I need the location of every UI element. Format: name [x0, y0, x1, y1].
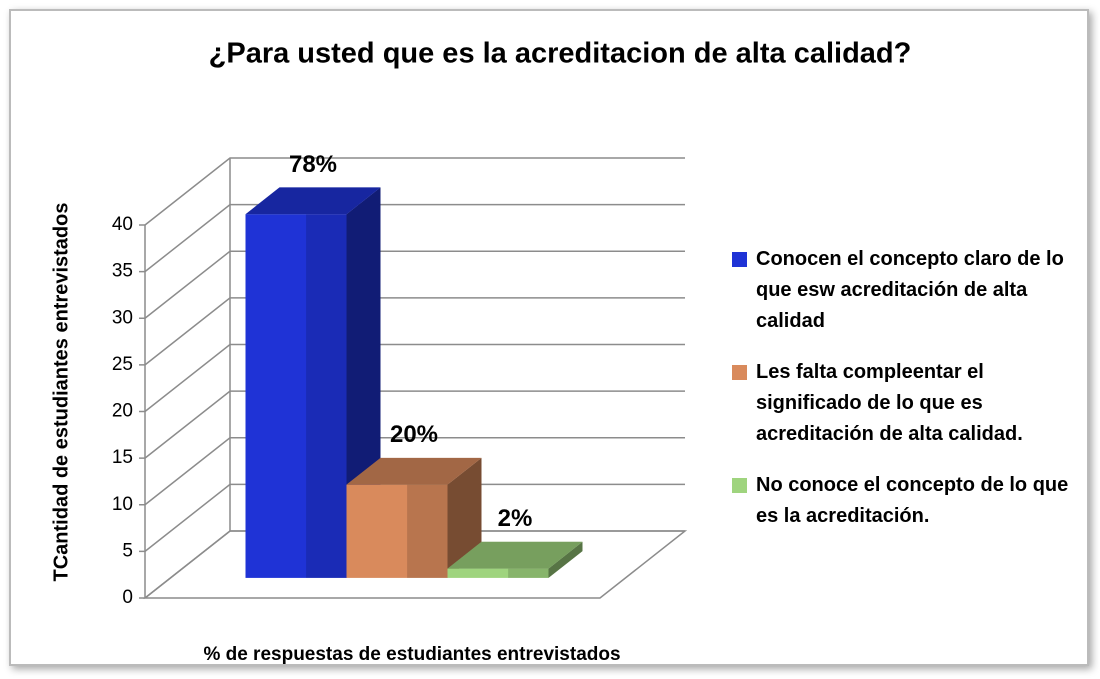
grid-line	[144, 390, 685, 459]
grid-line	[144, 437, 685, 506]
bar	[447, 568, 549, 578]
legend-item: No conoce el concepto de lo que es la ac…	[732, 470, 1082, 532]
grid-line	[144, 297, 685, 366]
data-label: 2%	[498, 505, 533, 532]
bar-side	[548, 541, 583, 578]
legend-label: Les falta compleentar el significado de …	[756, 361, 1023, 445]
legend-swatch	[732, 252, 747, 267]
y-tick-label: 25	[112, 354, 133, 375]
grid-line	[144, 483, 685, 552]
chart-title: ¿Para usted que es la acreditacion de al…	[209, 38, 912, 70]
bar-shine	[407, 484, 448, 578]
y-tick-label: 20	[112, 401, 133, 422]
bar-side-shade	[548, 541, 583, 578]
legend: Conocen el concepto claro de lo que esw …	[732, 244, 1082, 552]
data-label: 20%	[390, 421, 438, 448]
legend-label: Conocen el concepto claro de lo que esw …	[756, 248, 1064, 332]
bar-shine	[306, 214, 347, 578]
grid-line	[144, 530, 685, 599]
grid-line	[144, 343, 685, 413]
bar-top	[245, 187, 381, 215]
legend-swatch	[732, 365, 747, 380]
y-tick-label: 0	[122, 587, 133, 608]
y-tick-label: 35	[112, 261, 133, 282]
bar-side-shade	[447, 457, 482, 578]
bar-top	[346, 457, 482, 485]
y-tick-label: 10	[112, 494, 133, 515]
y-tick-label: 40	[112, 214, 133, 235]
y-axis-label: TCantidad de estudiantes entrevistados	[50, 203, 72, 582]
data-label: 78%	[289, 151, 337, 178]
grid-line	[144, 203, 685, 273]
bar	[346, 484, 448, 578]
y-tick-label: 15	[112, 447, 133, 468]
bar-top-shade	[245, 187, 381, 215]
legend-item: Les falta compleentar el significado de …	[732, 357, 1082, 450]
bar	[245, 214, 347, 578]
bar-top-shade	[346, 457, 482, 485]
bar-side	[447, 457, 482, 578]
y-tick-label: 5	[122, 540, 133, 561]
legend-label: No conoce el concepto de lo que es la ac…	[756, 474, 1069, 527]
y-tick-label: 30	[112, 307, 133, 328]
x-axis-label: % de respuestas de estudiantes entrevist…	[203, 644, 620, 665]
bar-top-shade	[447, 541, 583, 569]
grid-line	[144, 157, 685, 226]
bar-shine	[508, 568, 549, 578]
bar-top	[447, 541, 583, 569]
grid-line	[144, 250, 685, 319]
legend-item: Conocen el concepto claro de lo que esw …	[732, 244, 1082, 337]
legend-swatch	[732, 478, 747, 493]
